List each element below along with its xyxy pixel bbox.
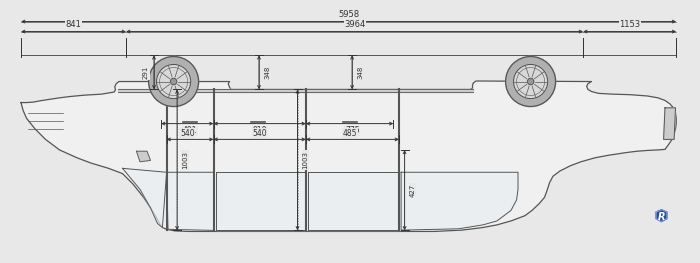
Text: 491: 491 xyxy=(183,127,197,135)
Polygon shape xyxy=(664,108,676,139)
Text: 841: 841 xyxy=(66,19,81,29)
Polygon shape xyxy=(167,172,214,230)
Text: 5958: 5958 xyxy=(338,9,359,19)
Text: 427: 427 xyxy=(410,184,416,197)
Text: 485: 485 xyxy=(342,129,357,138)
Polygon shape xyxy=(122,168,167,227)
Circle shape xyxy=(157,64,190,99)
Text: 1003: 1003 xyxy=(302,151,309,169)
Text: 291: 291 xyxy=(143,66,149,79)
Text: R: R xyxy=(658,213,665,222)
Text: 348: 348 xyxy=(264,66,270,79)
Polygon shape xyxy=(216,172,306,230)
Circle shape xyxy=(505,57,556,107)
Text: 3964: 3964 xyxy=(344,19,365,29)
Circle shape xyxy=(527,78,534,85)
Circle shape xyxy=(148,57,199,107)
Polygon shape xyxy=(21,81,676,231)
Text: 910: 910 xyxy=(253,127,267,135)
Polygon shape xyxy=(308,172,399,230)
Polygon shape xyxy=(401,172,518,230)
Text: 540: 540 xyxy=(180,129,195,138)
Circle shape xyxy=(514,64,547,99)
Polygon shape xyxy=(656,210,667,221)
Polygon shape xyxy=(136,151,150,162)
Text: 540: 540 xyxy=(253,129,267,138)
Text: 1153: 1153 xyxy=(619,19,640,29)
Text: 1003: 1003 xyxy=(182,151,188,169)
Text: 348: 348 xyxy=(357,66,363,79)
Polygon shape xyxy=(118,89,473,92)
Text: 775: 775 xyxy=(345,127,360,135)
Circle shape xyxy=(170,78,177,85)
